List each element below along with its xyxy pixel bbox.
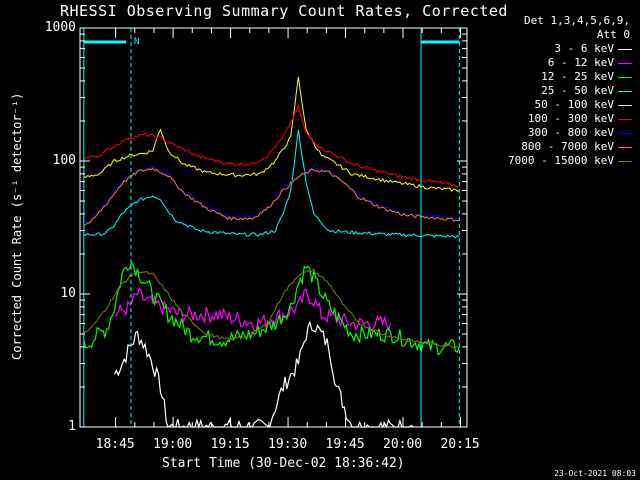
legend-item-label: 50 - 100 keV — [534, 98, 614, 111]
x-tick-label: 20:00 — [383, 437, 423, 452]
legend-swatch — [618, 133, 632, 134]
footer-timestamp: 23-Oct-2021 08:03 — [554, 469, 636, 478]
y-tick-label: 1000 — [44, 20, 76, 35]
x-axis-label: Start Time (30-Dec-02 18:36:42) — [162, 456, 405, 471]
legend-swatch — [618, 161, 632, 162]
legend-item-label: 100 - 300 keV — [527, 112, 614, 125]
legend-item: 3 - 6 keV — [478, 42, 638, 56]
legend-item: 25 - 50 keV — [478, 84, 638, 98]
series-layer — [83, 76, 460, 430]
legend-item-label: 7000 - 15000 keV — [508, 154, 614, 167]
legend-swatch — [618, 63, 632, 64]
axis-layer — [80, 27, 467, 428]
legend-item: 100 - 300 keV — [478, 112, 638, 126]
legend-swatch — [618, 147, 632, 148]
legend-item: 300 - 800 keV — [478, 126, 638, 140]
y-tick-label: 100 — [52, 153, 76, 168]
x-tick-label: 20:15 — [440, 437, 480, 452]
night-marker-label: N — [134, 37, 139, 47]
legend-item-label: 800 - 7000 keV — [521, 140, 614, 153]
x-tick-label: 19:30 — [268, 437, 308, 452]
x-tick-label: 18:45 — [95, 437, 135, 452]
legend-item-label: 12 - 25 keV — [541, 70, 614, 83]
x-tick-label: 19:15 — [210, 437, 250, 452]
series-line-3 — [83, 129, 460, 239]
series-line-7 — [83, 167, 460, 227]
legend: Det 1,3,4,5,6,9, Att 0 3 - 6 keV 6 - 12 k… — [478, 14, 638, 168]
x-tick-label: 19:45 — [325, 437, 365, 452]
legend-header-line-1: Det 1,3,4,5,6,9, — [524, 14, 630, 27]
legend-item: 800 - 7000 keV — [478, 140, 638, 154]
y-tick-label: 1 — [68, 419, 76, 434]
legend-item: 50 - 100 keV — [478, 98, 638, 112]
series-line-6 — [83, 165, 460, 224]
series-line-4 — [83, 76, 460, 193]
legend-swatch — [618, 49, 632, 50]
y-axis-label: Corrected Count Rate (s⁻¹ detector⁻¹) — [10, 92, 24, 360]
legend-swatch — [618, 91, 632, 92]
legend-item-label: 25 - 50 keV — [541, 84, 614, 97]
series-line-0 — [113, 320, 414, 430]
legend-header-line-2: Att 0 — [596, 28, 630, 41]
series-line-2 — [83, 261, 460, 356]
legend-swatch — [618, 105, 632, 106]
series-line-5 — [83, 103, 460, 188]
series-line-8 — [83, 268, 460, 349]
chart-title: RHESSI Observing Summary Count Rates, Co… — [60, 2, 508, 20]
marker-layer: N — [83, 28, 460, 427]
legend-item-label: 6 - 12 keV — [547, 56, 614, 69]
legend-swatch — [618, 119, 632, 120]
legend-item: 6 - 12 keV — [478, 56, 638, 70]
plot-frame — [79, 27, 468, 428]
x-tick-label: 19:00 — [153, 437, 193, 452]
series-line-1 — [114, 286, 391, 333]
legend-item-label: 300 - 800 keV — [527, 126, 614, 139]
legend-swatch — [618, 77, 632, 78]
y-tick-label: 10 — [60, 286, 76, 301]
legend-item: 12 - 25 keV — [478, 70, 638, 84]
legend-item: 7000 - 15000 keV — [478, 154, 638, 168]
legend-item-label: 3 - 6 keV — [554, 42, 614, 55]
